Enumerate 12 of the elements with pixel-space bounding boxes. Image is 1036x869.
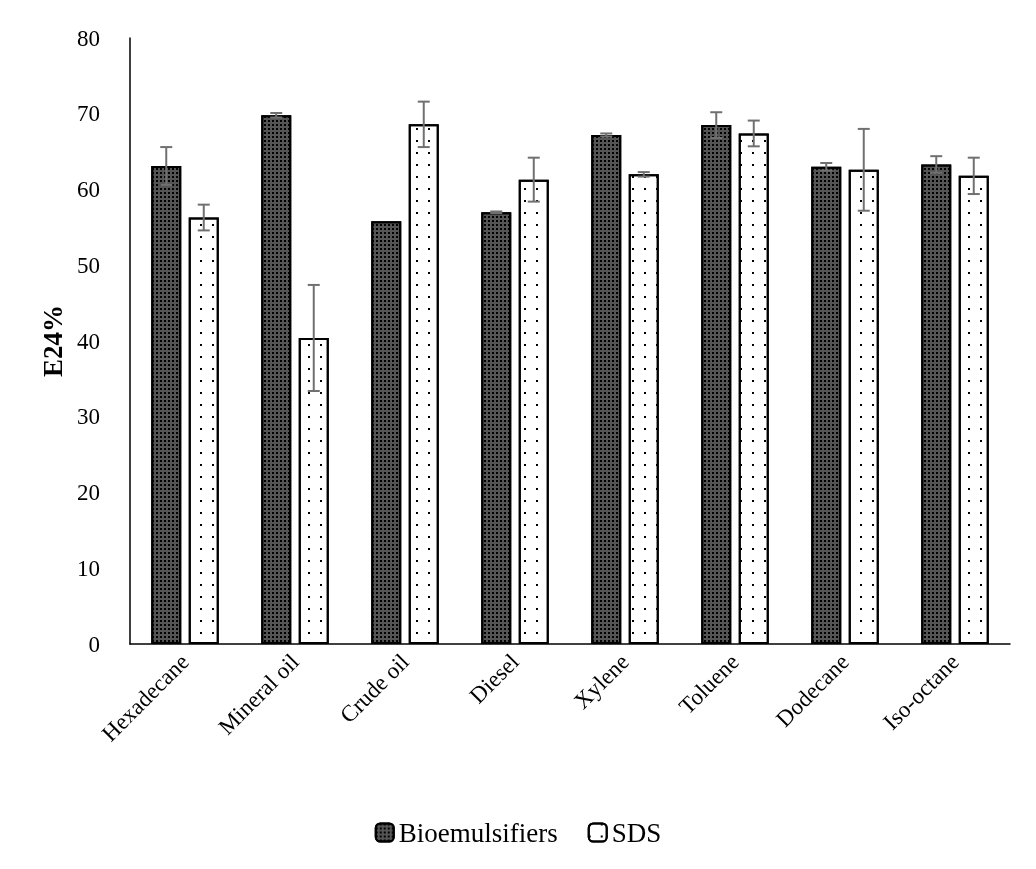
y-tick-label: 40 xyxy=(77,328,100,354)
y-tick-label: 60 xyxy=(77,177,100,202)
y-tick-label: 20 xyxy=(77,480,100,505)
y-axis-title: E24% xyxy=(37,304,68,378)
legend-label: Bioemulsifiers xyxy=(398,817,558,848)
y-tick-label: 70 xyxy=(77,101,100,127)
y-tick-label: 30 xyxy=(77,404,100,430)
y-tick-label: 50 xyxy=(77,252,100,278)
y-tick-label: 0 xyxy=(88,631,100,657)
legend-label: SDS xyxy=(611,817,662,848)
y-tick-label: 80 xyxy=(77,25,100,51)
y-tick-label: 10 xyxy=(77,555,100,581)
